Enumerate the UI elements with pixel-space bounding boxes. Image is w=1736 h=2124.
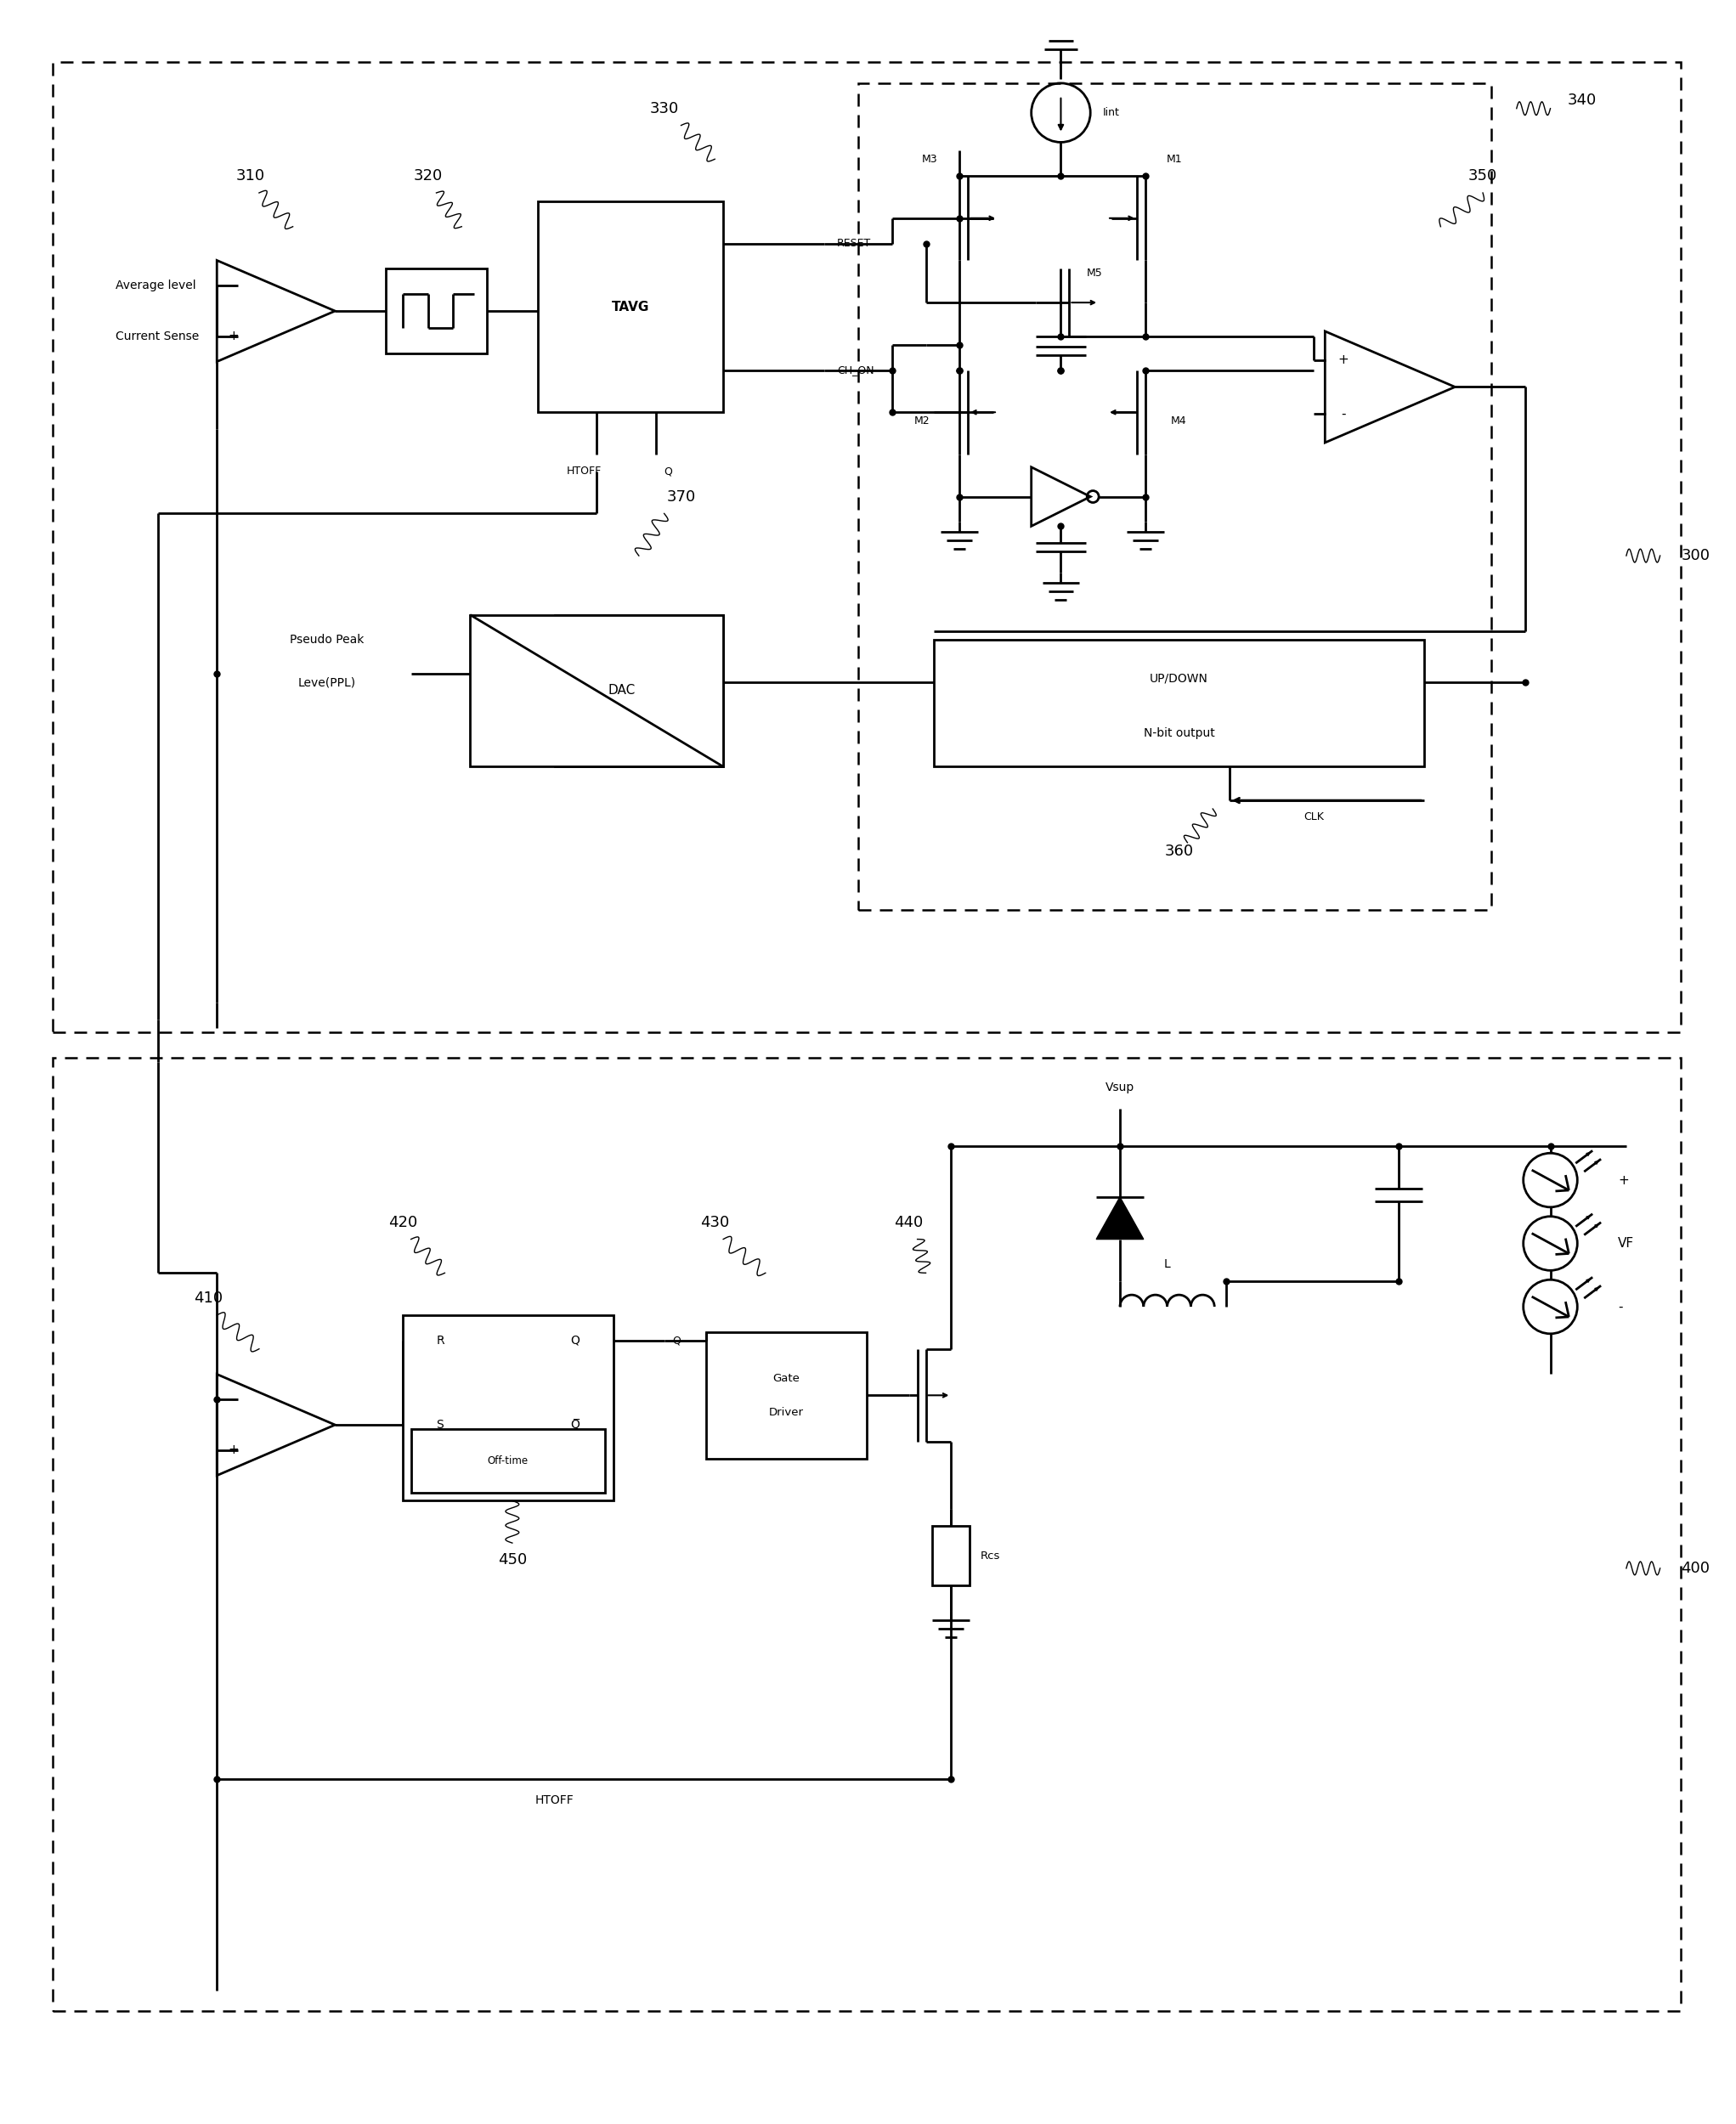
Text: 410: 410 bbox=[194, 1291, 222, 1306]
Text: 300: 300 bbox=[1680, 548, 1710, 563]
Text: 310: 310 bbox=[236, 168, 266, 183]
Text: Q: Q bbox=[571, 1334, 580, 1347]
Text: N-bit output: N-bit output bbox=[1144, 726, 1215, 739]
Text: M3: M3 bbox=[922, 153, 937, 166]
Bar bbox=[932, 1527, 970, 1585]
Text: 370: 370 bbox=[667, 489, 696, 503]
Text: Rcs: Rcs bbox=[981, 1551, 1000, 1561]
Text: -: - bbox=[231, 280, 236, 293]
Text: 420: 420 bbox=[389, 1215, 417, 1230]
Text: M2: M2 bbox=[913, 414, 929, 427]
Text: L: L bbox=[1163, 1260, 1170, 1270]
Text: 430: 430 bbox=[700, 1215, 729, 1230]
Text: UP/DOWN: UP/DOWN bbox=[1149, 671, 1208, 684]
Text: -: - bbox=[231, 1393, 236, 1406]
Bar bbox=[934, 639, 1424, 767]
Text: 350: 350 bbox=[1469, 168, 1498, 183]
Polygon shape bbox=[1097, 1198, 1144, 1238]
Text: R: R bbox=[436, 1334, 444, 1347]
Text: -: - bbox=[1342, 408, 1345, 421]
Text: HTOFF: HTOFF bbox=[566, 465, 602, 478]
Text: 340: 340 bbox=[1568, 93, 1597, 108]
Text: Q̅: Q̅ bbox=[571, 1419, 580, 1432]
Text: HTOFF: HTOFF bbox=[535, 1795, 575, 1805]
Text: Driver: Driver bbox=[769, 1406, 804, 1417]
Bar bbox=[52, 62, 1680, 1032]
Bar bbox=[538, 202, 724, 412]
Text: +: + bbox=[229, 1444, 240, 1457]
Text: 400: 400 bbox=[1680, 1561, 1710, 1576]
Text: Vsup: Vsup bbox=[1106, 1081, 1134, 1094]
Text: Off-time: Off-time bbox=[488, 1455, 528, 1468]
Text: CLK: CLK bbox=[1304, 811, 1325, 822]
Text: M4: M4 bbox=[1172, 414, 1187, 427]
Text: Q: Q bbox=[672, 1336, 681, 1347]
Text: -: - bbox=[1618, 1300, 1623, 1313]
Text: CH_ON: CH_ON bbox=[837, 365, 875, 376]
Text: Leve(PPL): Leve(PPL) bbox=[297, 675, 356, 688]
Text: RESET: RESET bbox=[837, 238, 871, 249]
Bar bbox=[554, 614, 724, 767]
Bar bbox=[403, 1315, 613, 1502]
Text: 440: 440 bbox=[894, 1215, 924, 1230]
Text: TAVG: TAVG bbox=[611, 299, 649, 312]
Text: 330: 330 bbox=[649, 100, 679, 117]
Bar bbox=[411, 1429, 606, 1493]
Text: +: + bbox=[1338, 353, 1349, 365]
Text: Gate: Gate bbox=[773, 1372, 800, 1385]
Text: Q: Q bbox=[665, 465, 672, 478]
Text: VF: VF bbox=[1618, 1236, 1634, 1249]
Text: M5: M5 bbox=[1087, 268, 1102, 278]
Text: 320: 320 bbox=[413, 168, 443, 183]
Text: +: + bbox=[229, 329, 240, 342]
Bar bbox=[385, 270, 488, 353]
Text: Average level: Average level bbox=[116, 280, 196, 291]
Text: S: S bbox=[436, 1419, 444, 1432]
Text: +: + bbox=[1618, 1175, 1628, 1187]
Text: 450: 450 bbox=[498, 1553, 526, 1568]
Bar bbox=[52, 1058, 1680, 2011]
Text: Current Sense: Current Sense bbox=[116, 331, 200, 342]
Text: Pseudo Peak: Pseudo Peak bbox=[290, 635, 365, 646]
Bar bbox=[707, 1332, 866, 1459]
Text: Iint: Iint bbox=[1102, 106, 1120, 119]
Text: 360: 360 bbox=[1165, 843, 1193, 858]
Text: DAC: DAC bbox=[608, 684, 635, 697]
Bar bbox=[470, 614, 724, 767]
Text: M1: M1 bbox=[1167, 153, 1182, 166]
Bar bbox=[858, 83, 1491, 909]
